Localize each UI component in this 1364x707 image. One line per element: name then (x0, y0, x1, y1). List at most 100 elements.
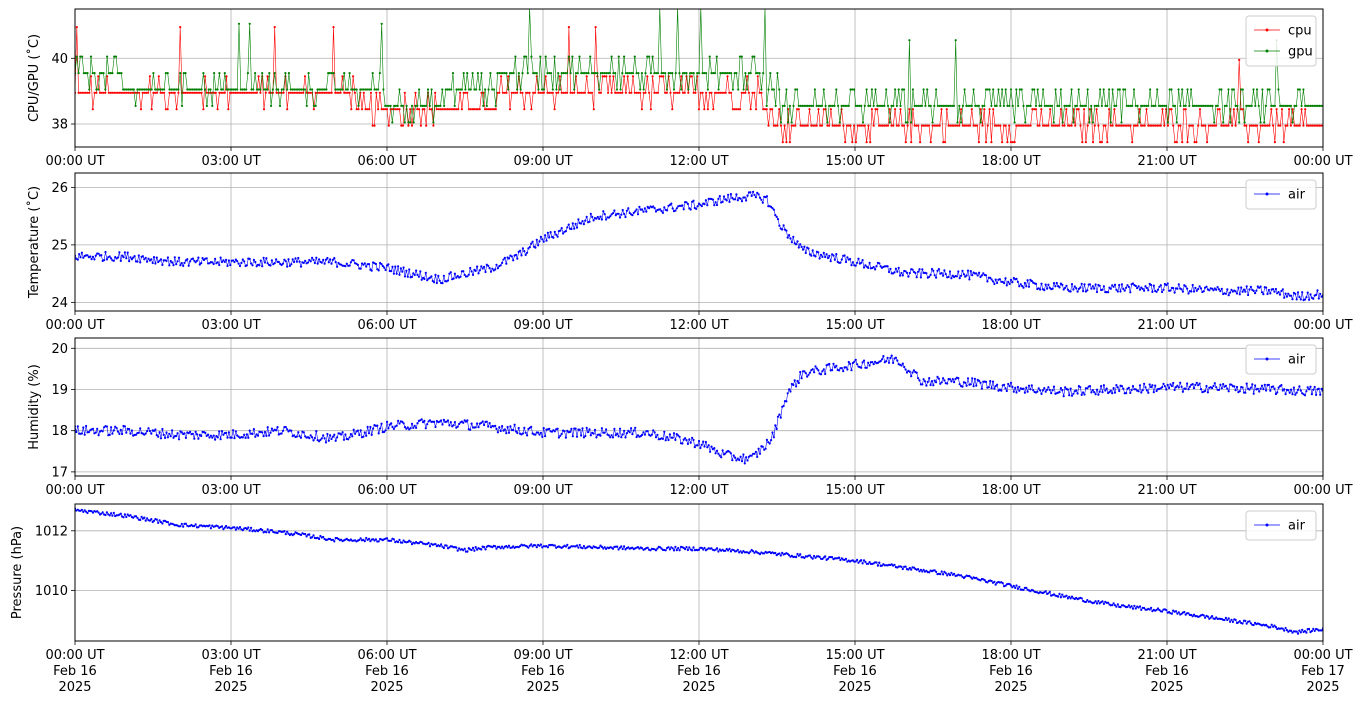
data-point (211, 104, 214, 107)
data-point (1206, 104, 1209, 107)
data-point (942, 104, 945, 107)
data-point (868, 364, 871, 367)
data-point (742, 88, 745, 91)
data-point (760, 91, 763, 94)
data-point (137, 431, 140, 434)
data-point (358, 538, 361, 542)
data-point (412, 121, 415, 124)
data-point (225, 258, 228, 261)
data-point (660, 210, 663, 213)
data-point (1101, 288, 1104, 291)
data-point (503, 72, 506, 75)
data-point (1068, 104, 1071, 107)
data-point (1172, 287, 1175, 290)
data-point (1272, 124, 1275, 127)
data-point (1298, 124, 1301, 127)
data-point (849, 257, 852, 261)
data-point (1257, 104, 1260, 107)
data-point (904, 270, 907, 273)
data-point (180, 104, 184, 107)
data-point (1184, 387, 1187, 390)
data-point (896, 359, 899, 362)
data-point (448, 272, 451, 275)
data-point (683, 91, 686, 94)
data-point (1217, 388, 1221, 391)
data-point (528, 91, 531, 94)
data-point (810, 556, 813, 559)
data-point (1091, 141, 1095, 144)
data-point (1118, 283, 1121, 287)
data-point (1138, 384, 1142, 387)
data-point (1115, 288, 1118, 291)
data-point (564, 72, 567, 75)
data-point (369, 425, 372, 429)
data-point (847, 124, 850, 127)
data-point (707, 444, 710, 447)
data-point (951, 104, 954, 107)
data-point (1197, 104, 1200, 107)
data-point (699, 446, 702, 450)
data-point (229, 264, 232, 267)
data-point (899, 108, 902, 111)
data-point (749, 108, 752, 111)
data-point (1176, 287, 1179, 290)
data-point (663, 430, 666, 433)
data-point (243, 433, 246, 436)
data-point (1021, 284, 1024, 288)
data-point (893, 271, 896, 274)
x-tick-label-line: 2025 (214, 680, 247, 695)
data-point (1065, 108, 1068, 111)
data-point (241, 436, 244, 439)
data-point (1206, 615, 1209, 618)
data-point (243, 260, 246, 263)
data-point (1288, 108, 1291, 111)
data-point (434, 91, 437, 94)
data-point (1226, 618, 1229, 622)
data-point (308, 258, 311, 262)
data-point (577, 218, 580, 221)
data-point (234, 91, 237, 94)
data-point (1129, 391, 1132, 394)
data-point (501, 425, 504, 428)
data-point (89, 55, 93, 58)
data-point (1068, 595, 1071, 598)
data-point (1284, 626, 1287, 630)
data-point (621, 433, 624, 436)
data-point (508, 72, 512, 75)
data-point (986, 581, 989, 584)
data-point (1127, 104, 1130, 107)
data-point (592, 72, 595, 75)
data-point (696, 205, 699, 208)
data-point (455, 88, 458, 91)
data-point (382, 88, 385, 91)
data-point (609, 436, 612, 439)
data-point (910, 375, 913, 378)
data-point (466, 419, 469, 422)
data-point (887, 270, 891, 274)
data-point (1272, 385, 1275, 388)
data-point (398, 273, 401, 276)
data-point (1132, 124, 1136, 127)
data-point (533, 72, 537, 75)
data-point (1013, 141, 1016, 144)
data-point (159, 88, 162, 91)
data-point (885, 124, 888, 127)
data-point (234, 528, 237, 531)
data-point (900, 271, 903, 275)
data-point (591, 215, 594, 218)
data-point (984, 88, 988, 91)
data-point (735, 193, 738, 196)
x-tick-label: 21:00 UT (1137, 483, 1196, 498)
data-point (763, 552, 766, 555)
data-point (166, 521, 169, 524)
data-point (617, 212, 620, 215)
data-point (1212, 289, 1215, 292)
data-point (412, 272, 415, 275)
data-point (1293, 104, 1296, 107)
data-point (739, 455, 742, 458)
data-point (1313, 124, 1316, 127)
axes-frame (74, 337, 1324, 477)
data-point (797, 381, 800, 385)
data-point (1181, 88, 1184, 91)
